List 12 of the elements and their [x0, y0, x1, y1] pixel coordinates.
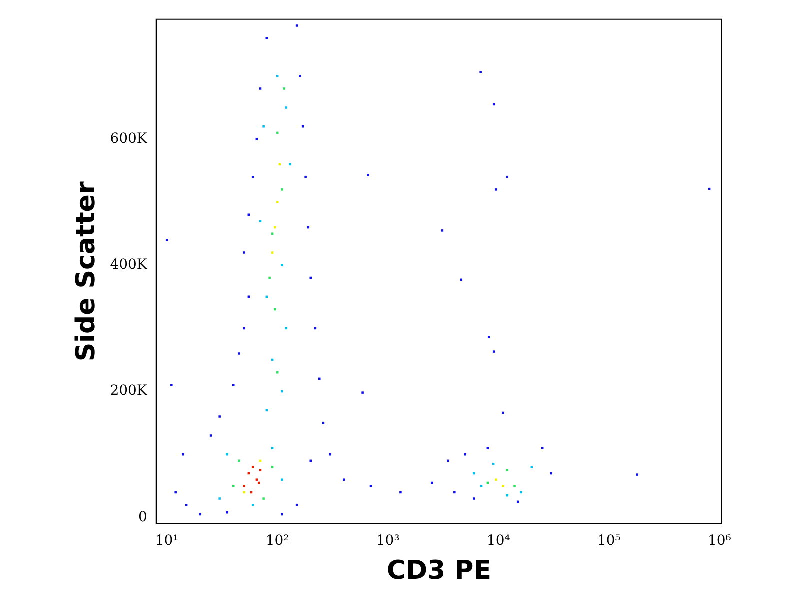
x-tick-label: 10⁶	[708, 533, 732, 550]
y-tick-label: 0	[138, 509, 148, 526]
x-tick-label: 10¹	[155, 533, 179, 550]
y-tick-label: 400K	[110, 257, 148, 274]
x-axis-title: CD3 PE	[386, 556, 492, 586]
x-tick-label: 10⁵	[597, 533, 622, 550]
y-axis-title: Side Scatter	[71, 182, 102, 362]
x-tick-label: 10⁴	[486, 533, 511, 550]
y-tick-label: 200K	[110, 383, 148, 400]
x-tick-label: 10²	[266, 533, 290, 550]
x-tick-label: 10³	[376, 533, 400, 550]
y-tick-label: 600K	[110, 130, 148, 147]
